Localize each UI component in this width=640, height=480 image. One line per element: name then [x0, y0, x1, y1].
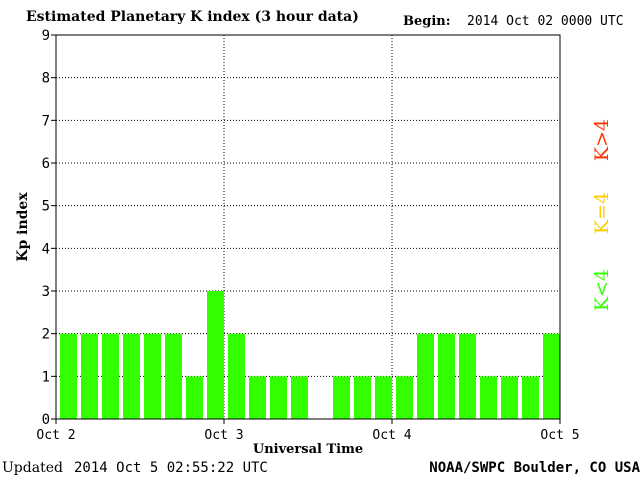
y-tick-label: 2 — [42, 327, 50, 343]
kp-bar — [123, 333, 140, 419]
kp-bar — [207, 291, 224, 419]
y-tick-label: 0 — [42, 412, 50, 428]
updated-timestamp: 2014 Oct 5 02:55:22 UTC — [74, 460, 268, 476]
legend-label: K<4 — [591, 269, 613, 311]
kp-bar — [501, 376, 518, 419]
kp-bar — [102, 333, 119, 419]
kp-bar — [396, 376, 413, 419]
y-tick-label: 1 — [42, 369, 50, 385]
x-tick-label: Oct 3 — [204, 428, 243, 443]
legend-label: K>4 — [591, 119, 613, 161]
kp-bar — [333, 376, 350, 419]
kp-bar — [144, 333, 161, 419]
y-tick-label: 3 — [42, 284, 50, 300]
y-tick-label: 9 — [42, 28, 50, 44]
kp-bar — [543, 333, 560, 419]
x-tick-label: Oct 5 — [540, 428, 579, 443]
kp-bar — [480, 376, 497, 419]
plot-frame — [55, 34, 561, 420]
y-tick-label: 4 — [42, 241, 50, 257]
kp-bar — [81, 333, 98, 419]
y-tick-layer: 0 1 2 3 4 5 6 7 8 9 — [42, 28, 56, 428]
legend-label: K=4 — [591, 192, 613, 234]
kp-bar — [249, 376, 266, 419]
y-tick-label: 6 — [42, 156, 50, 172]
x-axis-label: Universal Time — [253, 442, 363, 457]
x-tick-layer: Oct 2 Oct 3 Oct 4 Oct 5 — [36, 419, 580, 443]
begin-value: 2014 Oct 02 0000 UTC — [467, 14, 624, 29]
legend: K>4 K=4 K<4 — [591, 119, 613, 311]
credit-text: NOAA/SWPC Boulder, CO USA — [429, 460, 640, 476]
y-tick-label: 5 — [42, 199, 50, 215]
kp-bar — [291, 376, 308, 419]
kp-bar — [417, 333, 434, 419]
begin-label: Begin: — [403, 14, 451, 29]
kp-bar — [375, 376, 392, 419]
x-tick-label: Oct 4 — [372, 428, 411, 443]
kp-bar — [270, 376, 287, 419]
updated-label: Updated — [2, 460, 63, 476]
kp-bar — [186, 376, 203, 419]
kp-bar — [459, 333, 476, 419]
y-tick-label: 7 — [42, 113, 50, 129]
y-axis-label: Kp index — [15, 192, 31, 262]
bars-layer — [60, 291, 560, 419]
kp-bar — [438, 333, 455, 419]
kp-bar — [165, 333, 182, 419]
chart-title: Estimated Planetary K index (3 hour data… — [26, 9, 359, 25]
kp-bar — [60, 333, 77, 419]
kp-bar — [228, 333, 245, 419]
kp-bar — [522, 376, 539, 419]
kp-bar — [354, 376, 371, 419]
y-tick-label: 8 — [42, 71, 50, 87]
x-tick-label: Oct 2 — [36, 428, 75, 443]
